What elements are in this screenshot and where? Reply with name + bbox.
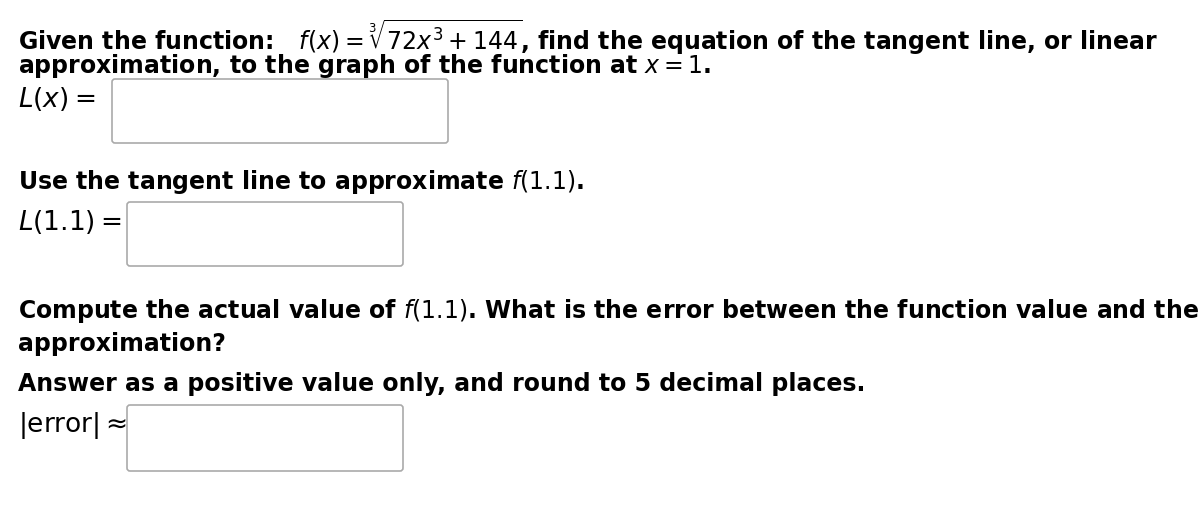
Text: Answer as a positive value only, and round to 5 decimal places.: Answer as a positive value only, and rou… [18, 372, 865, 396]
Text: $|\mathrm{error}| \approx$: $|\mathrm{error}| \approx$ [18, 410, 127, 441]
Text: Given the function:   $f(x) = \sqrt[3]{72x^3 + 144}$, find the equation of the t: Given the function: $f(x) = \sqrt[3]{72x… [18, 18, 1158, 57]
Text: $L(x) =$: $L(x) =$ [18, 85, 95, 113]
FancyBboxPatch shape [127, 405, 403, 471]
Text: Use the tangent line to approximate $f(1.1)$.: Use the tangent line to approximate $f(1… [18, 168, 584, 196]
Text: Compute the actual value of $f(1.1)$. What is the error between the function val: Compute the actual value of $f(1.1)$. Wh… [18, 297, 1200, 325]
Text: approximation, to the graph of the function at $x = 1$.: approximation, to the graph of the funct… [18, 52, 712, 80]
FancyBboxPatch shape [112, 79, 448, 143]
Text: approximation?: approximation? [18, 332, 226, 356]
Text: $L(1.1) =$: $L(1.1) =$ [18, 208, 121, 236]
FancyBboxPatch shape [127, 202, 403, 266]
